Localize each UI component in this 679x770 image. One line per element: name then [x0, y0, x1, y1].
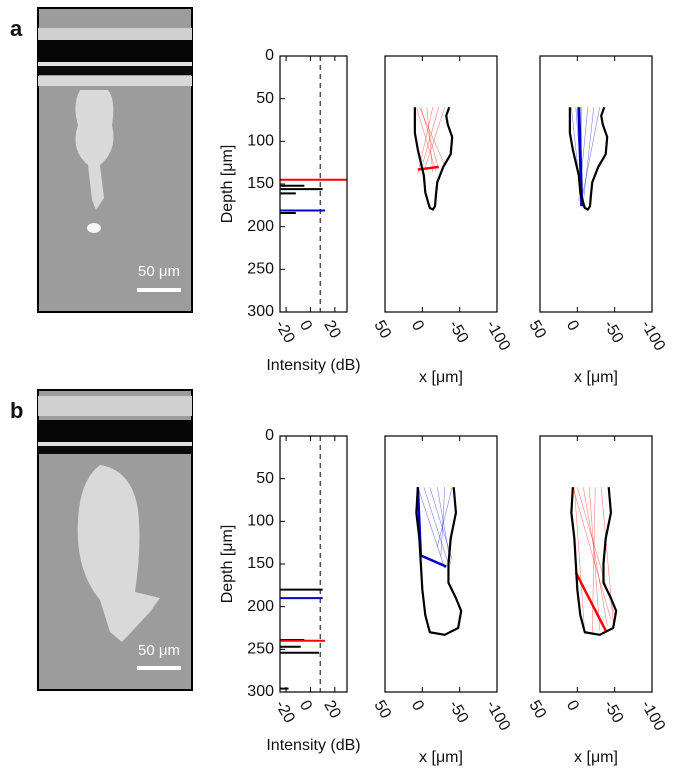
- x-tick-label: -20: [271, 698, 297, 727]
- x-tick-label: -50: [445, 698, 471, 727]
- plot-frame: [384, 55, 498, 313]
- y-tick-label: 50: [256, 90, 274, 107]
- y-tick-label: 0: [265, 427, 274, 444]
- ray: [416, 107, 437, 172]
- panel-label: b: [10, 398, 23, 423]
- ray: [420, 107, 440, 171]
- x-tick-label: -100: [482, 318, 513, 354]
- y-tick-label: 300: [247, 303, 274, 320]
- x-tick-label: 20: [320, 698, 344, 722]
- x-tick-label: 0: [563, 318, 582, 334]
- y-axis-label: Depth [μm]: [219, 145, 236, 224]
- ray: [436, 487, 452, 565]
- x-tick-label: 50: [525, 698, 549, 722]
- scale-bar-label: 50 μm: [138, 642, 180, 659]
- plot-frame: [539, 435, 653, 693]
- ray: [581, 107, 601, 200]
- y-tick-label: 150: [247, 555, 274, 572]
- x-tick-label: 50: [525, 318, 549, 342]
- ray: [417, 487, 446, 569]
- x-tick-label: 20: [320, 318, 344, 342]
- x-axis-label: x [μm]: [419, 369, 463, 386]
- ray: [423, 487, 449, 565]
- x-tick-label: -100: [637, 318, 668, 354]
- x-tick-label: -50: [600, 698, 626, 727]
- x-tick-label: 0: [408, 698, 427, 714]
- outline: [415, 487, 463, 636]
- x-axis-label: x [μm]: [574, 369, 618, 386]
- chart-panel: 50 0 -50 -100 x [μm]: [370, 55, 513, 386]
- ray: [436, 487, 453, 548]
- y-tick-label: 50: [256, 470, 274, 487]
- ray: [425, 107, 446, 168]
- chart-panel: 50 0 -50 -100 x [μm]: [525, 55, 668, 386]
- plot-frame: [384, 435, 498, 693]
- y-tick-label: 200: [247, 218, 274, 235]
- x-axis-label: x [μm]: [419, 749, 463, 766]
- outline: [568, 106, 609, 211]
- ray: [583, 107, 595, 203]
- ray: [572, 487, 612, 620]
- x-tick-label: 0: [408, 318, 427, 334]
- x-axis-label: Intensity (dB): [266, 357, 360, 374]
- x-tick-label: -100: [637, 698, 668, 734]
- y-axis-label: Depth [μm]: [219, 525, 236, 604]
- x-tick-label: 50: [370, 698, 394, 722]
- plot-frame: [279, 435, 348, 693]
- x-tick-label: 50: [370, 318, 394, 342]
- ray: [574, 571, 607, 632]
- ray: [440, 487, 446, 556]
- y-tick-label: 300: [247, 683, 274, 700]
- ray: [574, 487, 586, 634]
- chart-panel: 50 0 -50 -100 x [μm]: [525, 435, 668, 766]
- x-axis-label: Intensity (dB): [266, 737, 360, 754]
- x-tick-label: -50: [445, 318, 471, 347]
- y-tick-label: 100: [247, 513, 274, 530]
- ray: [577, 107, 584, 207]
- y-tick-label: 0: [265, 47, 274, 64]
- y-tick-label: 200: [247, 598, 274, 615]
- outline: [570, 487, 618, 636]
- x-tick-label: 0: [296, 698, 315, 714]
- micrograph-b: [37, 389, 193, 691]
- micrograph-a: [37, 7, 193, 313]
- y-tick-label: 250: [247, 261, 274, 278]
- y-tick-label: 150: [247, 175, 274, 192]
- x-tick-label: 0: [296, 318, 315, 334]
- plot-frame: [279, 55, 348, 313]
- outline: [413, 106, 454, 211]
- plot-frame: [539, 55, 653, 313]
- x-tick-label: 0: [563, 698, 582, 714]
- scale-bar-label: 50 μm: [138, 263, 180, 280]
- x-axis-label: x [μm]: [574, 749, 618, 766]
- ray: [429, 487, 453, 560]
- y-tick-label: 100: [247, 133, 274, 150]
- ray: [583, 487, 608, 626]
- ray: [419, 107, 446, 166]
- x-tick-label: -100: [482, 698, 513, 734]
- chart-panel: 50 0 -50 -100 x [μm]: [370, 435, 513, 766]
- ray: [588, 487, 601, 631]
- panel-label: a: [10, 16, 23, 41]
- y-tick-label: 250: [247, 641, 274, 658]
- x-tick-label: -50: [600, 318, 626, 347]
- x-tick-label: -20: [271, 318, 297, 347]
